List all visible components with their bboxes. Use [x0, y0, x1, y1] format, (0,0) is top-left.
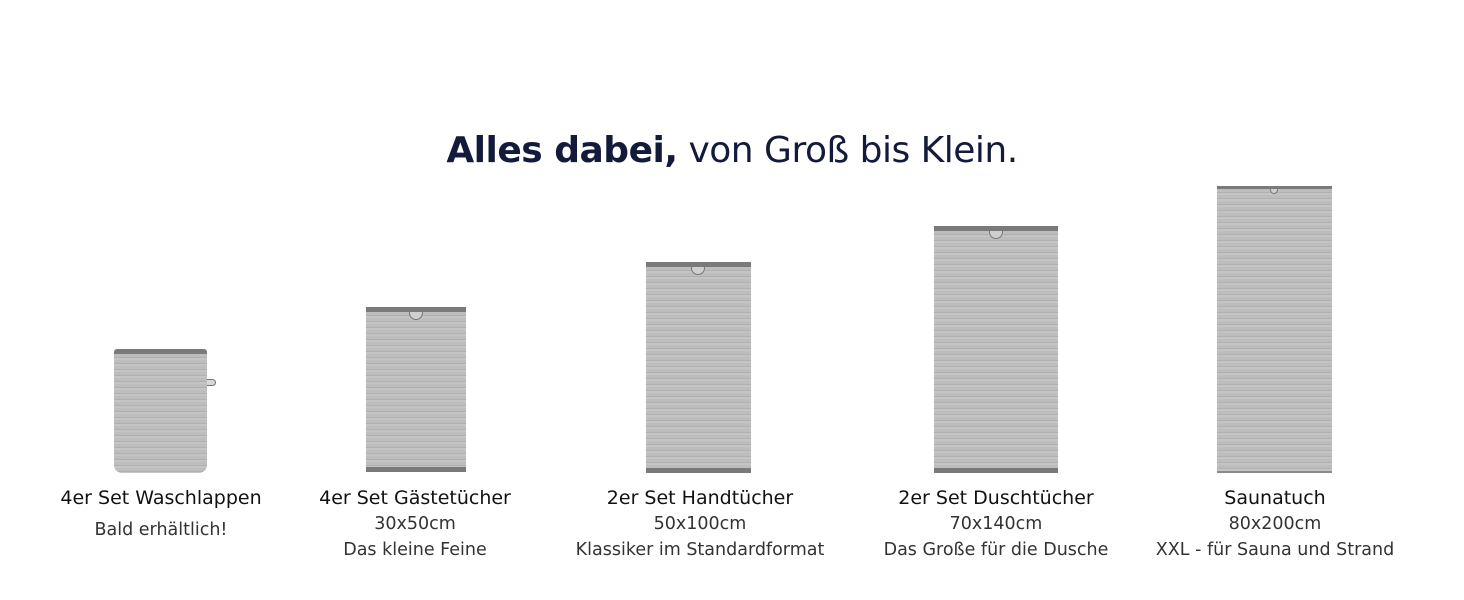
- guest-towel-illustration: [366, 307, 466, 472]
- headline: Alles dabei, von Groß bis Klein.: [0, 130, 1464, 171]
- sauna-towel-illustration: [1217, 186, 1332, 473]
- product-caption-hand-towels: 2er Set Handtücher 50x100cm Klassiker im…: [560, 485, 840, 563]
- headline-light: von Groß bis Klein.: [688, 130, 1018, 171]
- product-size: 50x100cm: [653, 514, 747, 534]
- product-title: 2er Set Duschtücher: [898, 487, 1094, 509]
- product-title: 2er Set Handtücher: [606, 487, 794, 509]
- hand-towel-illustration: [646, 262, 751, 473]
- product-caption-shower-towels: 2er Set Duschtücher 70x140cm Das Große f…: [858, 485, 1134, 563]
- product-note: XXL - für Sauna und Strand: [1155, 540, 1395, 560]
- washcloth-illustration: [114, 349, 207, 473]
- product-title: 4er Set Gästetücher: [319, 487, 511, 509]
- product-note: Klassiker im Standardformat: [575, 540, 825, 560]
- product-note: Das Große für die Dusche: [883, 540, 1109, 560]
- product-title: Saunatuch: [1224, 487, 1326, 509]
- product-note: Bald erhältlich!: [94, 520, 228, 540]
- towel-loop-icon: [1270, 189, 1278, 194]
- product-caption-guest-towels: 4er Set Gästetücher 30x50cm Das kleine F…: [304, 485, 526, 563]
- product-note: Das kleine Feine: [343, 540, 487, 560]
- towel-loop-icon: [207, 379, 216, 386]
- product-size: 80x200cm: [1228, 514, 1322, 534]
- product-size: 30x50cm: [374, 514, 456, 534]
- product-title: 4er Set Waschlappen: [60, 487, 262, 509]
- product-caption-sauna-towel: Saunatuch 80x200cm XXL - für Sauna und S…: [1134, 485, 1416, 563]
- product-caption-washcloth: 4er Set Waschlappen Bald erhältlich!: [60, 485, 262, 543]
- headline-bold: Alles dabei,: [446, 130, 678, 171]
- product-size: 70x140cm: [949, 514, 1043, 534]
- shower-towel-illustration: [934, 226, 1058, 473]
